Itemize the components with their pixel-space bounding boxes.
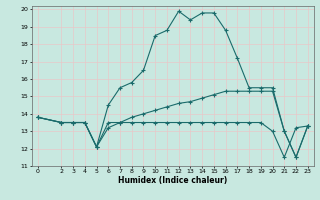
X-axis label: Humidex (Indice chaleur): Humidex (Indice chaleur) xyxy=(118,176,228,185)
